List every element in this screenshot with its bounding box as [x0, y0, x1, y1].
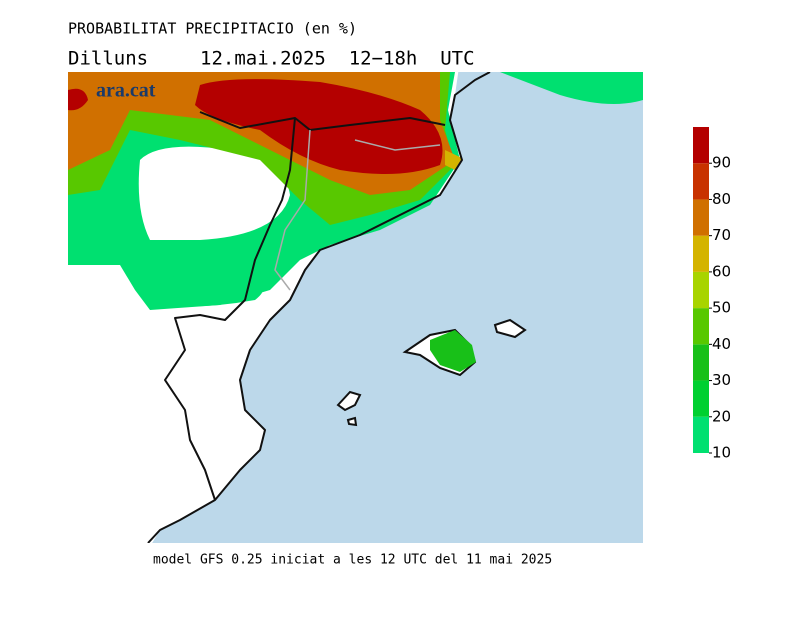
menorca [493, 318, 527, 339]
colorbar-label: 30 [712, 371, 731, 389]
precip-90-west [68, 88, 88, 111]
colorbar-segment [693, 380, 709, 417]
ibiza [336, 390, 362, 427]
coastline [147, 72, 491, 543]
internal-borders [274, 129, 441, 291]
title: PROBABILITAT PRECIPITACIO (en %) [68, 20, 357, 38]
colorbar-segment [693, 271, 709, 309]
colorbar-segment [693, 308, 709, 345]
colorbar-label: 70 [712, 226, 731, 244]
precip-mallorca [430, 330, 476, 372]
footer: model GFS 0.25 iniciat a les 12 UTC del … [153, 553, 552, 568]
watermark: ara.cat [96, 80, 156, 102]
colorbar-label: 10 [712, 444, 731, 462]
colorbar-label: 80 [712, 190, 731, 208]
colorbar-segment [693, 163, 709, 200]
colorbar-segment [693, 235, 709, 272]
colorbar-segment [693, 344, 709, 381]
colorbar-segment [693, 127, 709, 164]
period: 12.mai.2025 12−18h UTC [200, 48, 475, 70]
precip-10-east [500, 72, 643, 104]
colorbar-label: 50 [712, 299, 731, 317]
colorbar-label: 60 [712, 262, 731, 280]
map [68, 72, 643, 543]
colorbar-segment [693, 199, 709, 236]
colorbar-segment [693, 416, 709, 453]
colorbar-label: 40 [712, 335, 731, 353]
precip-90 [195, 79, 443, 174]
precip-10-south [150, 265, 264, 307]
colorbar-label: 90 [712, 154, 731, 172]
colorbar-label: 20 [712, 407, 731, 425]
day: Dilluns [68, 48, 148, 70]
